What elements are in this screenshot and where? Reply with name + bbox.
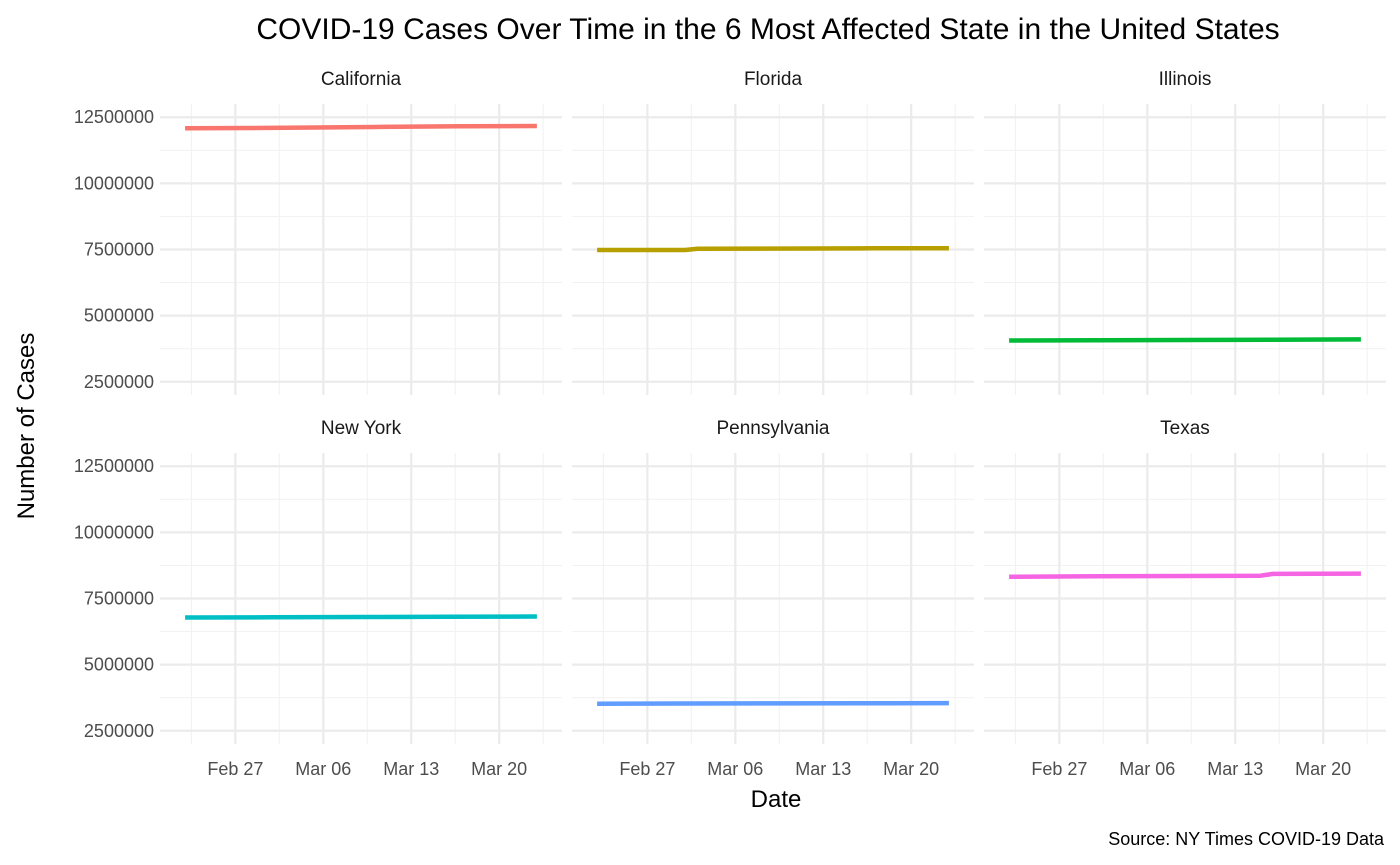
x-tick-label: Feb 27 [207, 759, 263, 779]
panel-pennsylvania: Pennsylvania [572, 418, 974, 744]
facet-label: Texas [1160, 418, 1210, 439]
facet-label: New York [321, 418, 402, 439]
x-tick-label: Mar 13 [795, 759, 851, 779]
x-tick-label: Mar 06 [1119, 759, 1175, 779]
series-line [185, 614, 537, 620]
facet-label: California [321, 69, 402, 90]
panel-illinois: Illinois [984, 69, 1386, 395]
x-tick-label: Mar 06 [707, 759, 763, 779]
x-axis-title: Date [751, 786, 802, 813]
y-tick-label: 10000000 [74, 173, 154, 193]
y-tick-label: 5000000 [84, 655, 154, 675]
panels: California Florida Illinois New York Pennsyl… [160, 69, 1386, 744]
panel-new-york: New York [160, 418, 562, 744]
facet-label: Pennsylvania [716, 418, 829, 439]
x-tick-label: Mar 13 [383, 759, 439, 779]
panel-texas: Texas [984, 418, 1386, 744]
y-tick-label: 7500000 [84, 240, 154, 260]
x-axis-ticks: Feb 27 Mar 06 Mar 13 Mar 20 Feb 27 Mar 06 Mar … [207, 759, 1351, 779]
x-tick-label: Mar 20 [1295, 759, 1351, 779]
y-tick-label: 12500000 [74, 107, 154, 127]
x-tick-label: Mar 20 [883, 759, 939, 779]
series-line [1009, 571, 1361, 580]
y-axis-ticks: 2500000 5000000 7500000 10000000 12500000 250… [74, 107, 154, 741]
caption: Source: NY Times COVID-19 Data [1108, 829, 1385, 849]
y-tick-label: 5000000 [84, 306, 154, 326]
panel-california: California [160, 69, 562, 395]
x-tick-label: Mar 06 [295, 759, 351, 779]
y-tick-label: 2500000 [84, 372, 154, 392]
x-tick-label: Feb 27 [1031, 759, 1087, 779]
panel-florida: Florida [572, 69, 974, 395]
y-axis-title: Number of Cases [13, 333, 40, 520]
x-tick-label: Feb 27 [619, 759, 675, 779]
x-tick-label: Mar 13 [1207, 759, 1263, 779]
y-tick-label: 12500000 [74, 456, 154, 476]
series-line [597, 245, 949, 253]
y-tick-label: 2500000 [84, 721, 154, 741]
facet-label: Illinois [1159, 69, 1212, 90]
chart-title: COVID-19 Cases Over Time in the 6 Most A… [256, 13, 1279, 46]
y-tick-label: 7500000 [84, 589, 154, 609]
series-line [185, 123, 537, 131]
facet-label: Florida [744, 69, 803, 90]
y-tick-label: 10000000 [74, 522, 154, 542]
series-line [1009, 337, 1361, 343]
x-tick-label: Mar 20 [471, 759, 527, 779]
series-line [597, 700, 949, 707]
